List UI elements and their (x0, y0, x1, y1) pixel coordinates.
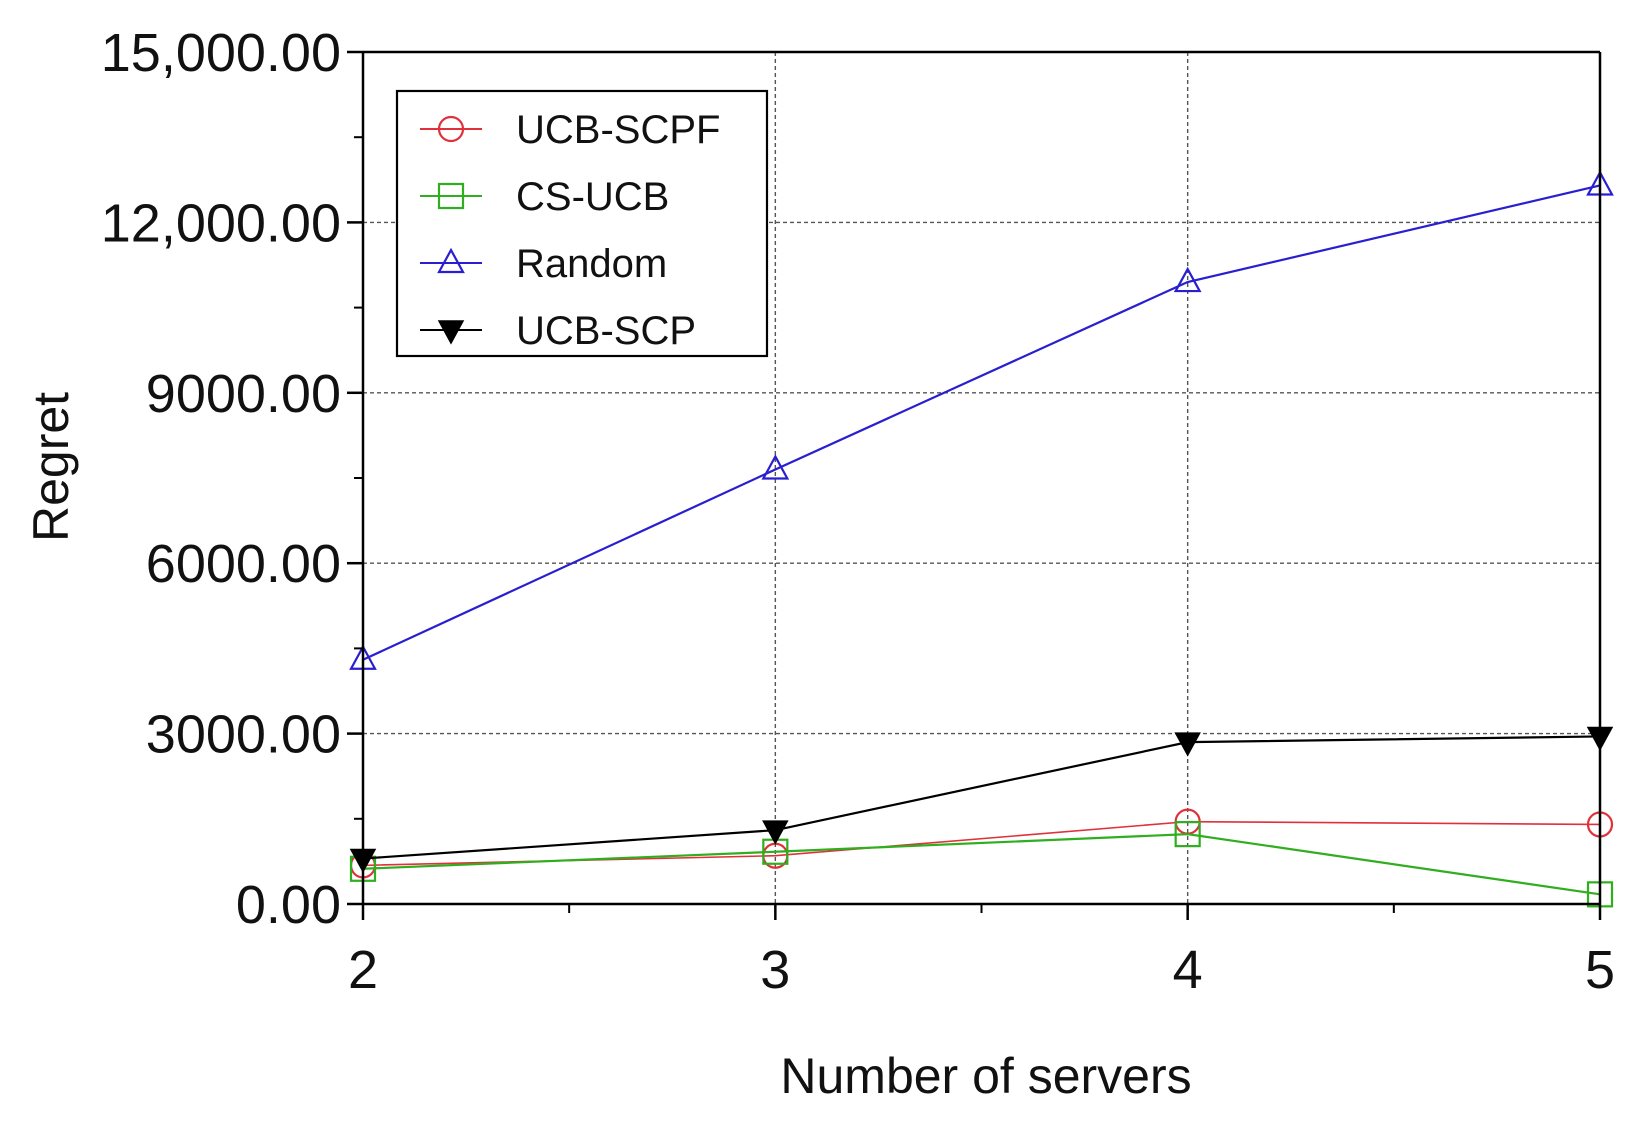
data-point-random (1173, 266, 1202, 293)
data-point-ucb-scp (1174, 732, 1201, 757)
legend-item-cs-ucb: CS-UCB (420, 175, 669, 219)
legend-item-random: Random (420, 242, 667, 286)
legend-marker (437, 247, 465, 274)
legend-label: CS-UCB (516, 175, 669, 219)
legend-item-ucb-scpf: UCB-SCPF (420, 108, 720, 152)
legend-label: UCB-SCPF (516, 108, 720, 152)
legend-marker (437, 182, 465, 210)
y-tick-label: 6000.00 (146, 534, 341, 594)
legend-marker (437, 320, 465, 345)
legend-label: Random (516, 242, 667, 286)
series-line-cs-ucb (362, 833, 1601, 896)
data-point-cs-ucb (1174, 821, 1201, 848)
series-layer (349, 170, 1614, 908)
x-tick-label: 4 (1173, 940, 1203, 1000)
series-random (349, 170, 1614, 670)
y-tick-label: 9000.00 (146, 364, 341, 424)
series-line-random (362, 184, 1601, 661)
axes-layer: 0.00 3000.00 6000.00 9000.00 12,000.00 15,000… (101, 23, 1615, 1000)
y-tick-label: 0.00 (236, 875, 341, 935)
legend-item-ucb-scp: UCB-SCP (420, 309, 696, 353)
series-line-ucb-scp (362, 735, 1601, 860)
data-point-random (761, 454, 790, 480)
x-tick-label: 2 (348, 940, 378, 1000)
x-axis-label: Number of servers (780, 1048, 1191, 1104)
data-point-ucb-scp (762, 820, 789, 845)
y-tick-label: 15,000.00 (101, 23, 341, 83)
y-axis-label: Regret (23, 392, 79, 542)
series-ucb-scp (349, 726, 1614, 874)
y-tick-label: 12,000.00 (101, 193, 341, 253)
x-tick-label: 3 (760, 940, 790, 1000)
x-tick-label: 5 (1585, 940, 1615, 1000)
legend-marker (437, 115, 465, 143)
legend: UCB-SCPF CS-UCB Random UCB-SCP (395, 89, 769, 358)
series-cs-ucb (349, 821, 1614, 908)
y-tick-label: 3000.00 (146, 705, 341, 765)
legend-box (395, 89, 769, 358)
legend-label: UCB-SCP (516, 309, 696, 353)
